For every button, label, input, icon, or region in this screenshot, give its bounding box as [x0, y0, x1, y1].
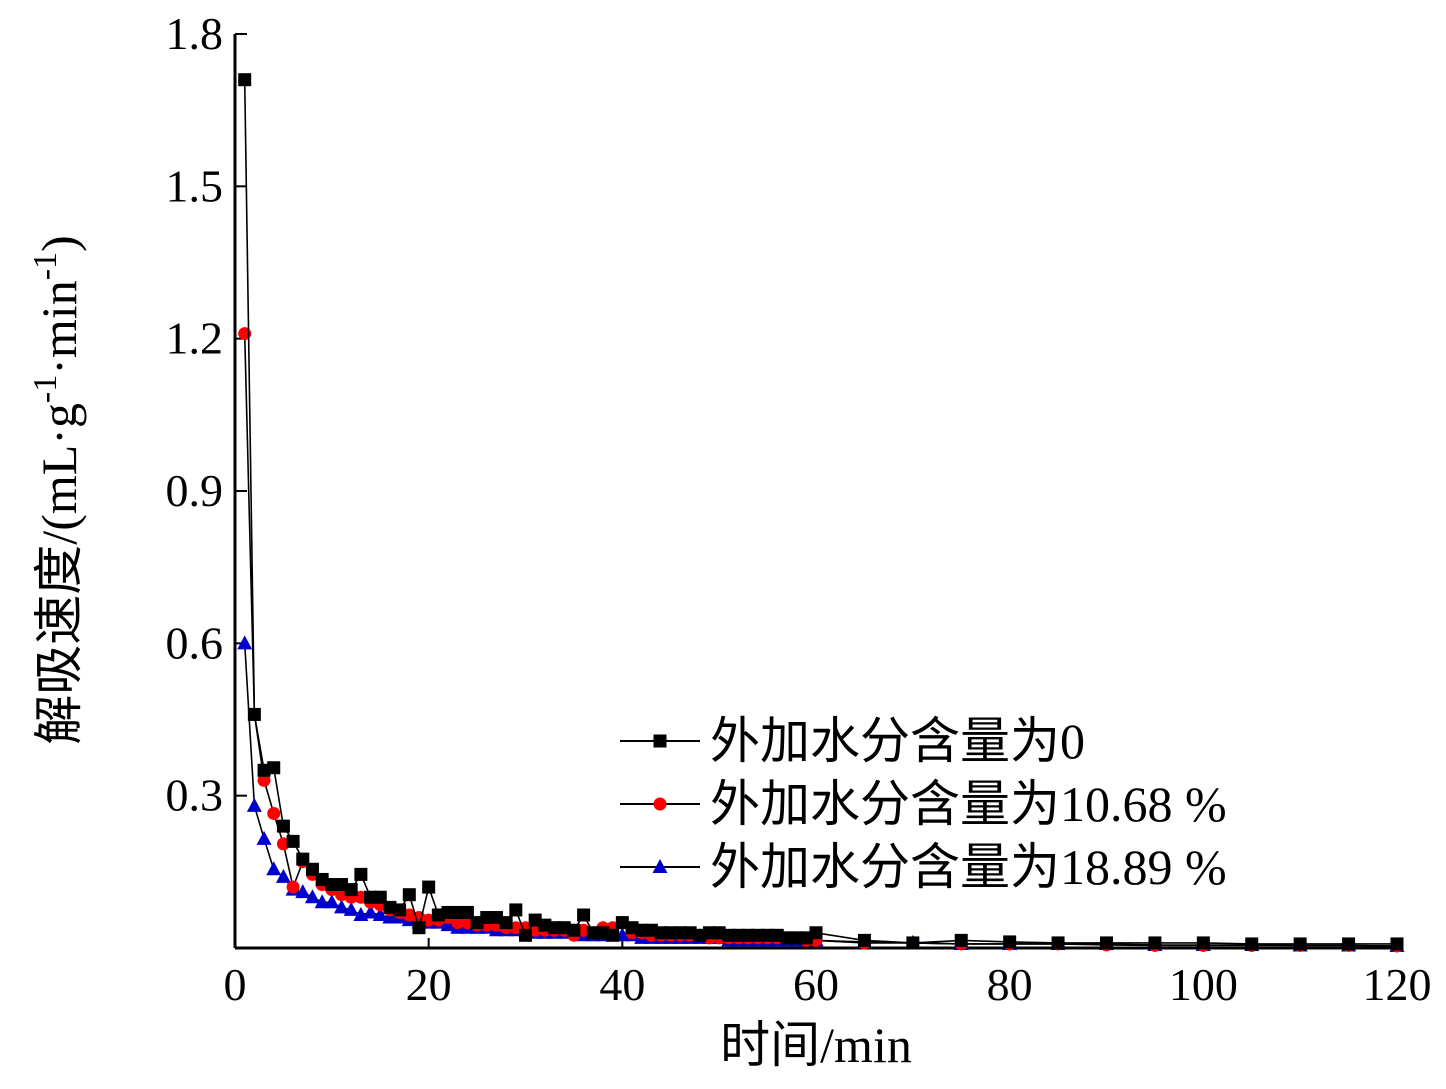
data-point: [509, 903, 523, 917]
legend-marker: [653, 797, 667, 811]
legend-label: 外加水分含量为0: [710, 713, 1085, 769]
data-point: [256, 830, 272, 845]
data-point: [1148, 936, 1162, 950]
y-tick-label: 1.2: [166, 313, 224, 364]
legend-label: 外加水分含量为10.68 %: [710, 776, 1227, 832]
legend-marker: [652, 859, 668, 873]
data-point: [1293, 937, 1307, 951]
data-point: [1196, 936, 1210, 950]
x-tick-label: 0: [224, 959, 247, 1010]
legend: 外加水分含量为0 外加水分含量为10.68 % 外加水分含量为18.89 %: [620, 713, 1227, 895]
data-point: [314, 894, 330, 909]
data-point: [451, 916, 465, 930]
data-point: [1051, 936, 1065, 950]
x-tick-label: 40: [599, 959, 645, 1010]
data-point: [247, 707, 261, 721]
x-tick-label: 20: [406, 959, 452, 1010]
data-point: [577, 908, 591, 922]
y-axis-title: 解吸速度/(mL·g-1·min-1): [27, 235, 87, 744]
data-point: [1003, 935, 1017, 949]
data-point: [1100, 936, 1113, 950]
data-point: [499, 916, 513, 930]
y-axis-title-prefix: 解吸速度/(mL·g: [31, 403, 87, 745]
data-point: [343, 901, 359, 916]
y-axis-title-superscript-2: -1: [27, 252, 64, 280]
data-point: [1245, 937, 1259, 951]
data-point: [382, 909, 398, 924]
data-point: [334, 899, 350, 914]
y-tick-label: 1.8: [166, 8, 224, 59]
legend-marker: [653, 734, 667, 748]
data-point: [412, 921, 426, 935]
data-point: [237, 635, 253, 650]
x-tick-label: 120: [1363, 959, 1432, 1010]
data-point: [267, 761, 281, 775]
data-point: [324, 894, 340, 909]
data-point: [1390, 937, 1404, 951]
data-point: [402, 888, 416, 902]
data-point: [276, 819, 290, 833]
data-point: [954, 933, 968, 947]
data-point: [519, 928, 532, 942]
y-axis-title-suffix: ): [31, 235, 87, 252]
data-point: [266, 861, 282, 876]
data-point: [257, 773, 271, 787]
series-layer: [237, 73, 1405, 953]
y-tick-label: 0.3: [166, 770, 224, 821]
y-axis-title-middle: ·min: [31, 280, 87, 374]
y-tick-label: 1.5: [166, 160, 224, 211]
data-point: [1342, 937, 1356, 951]
data-point: [286, 880, 300, 894]
data-point: [393, 903, 407, 917]
x-tick-label: 100: [1169, 959, 1238, 1010]
data-point: [354, 867, 368, 881]
data-point: [267, 806, 281, 820]
data-point: [304, 889, 320, 904]
data-point: [809, 926, 823, 940]
x-axis-title: 时间/min: [720, 1017, 912, 1073]
data-point: [606, 928, 620, 942]
legend-item: 外加水分含量为18.89 %: [620, 839, 1227, 895]
data-point: [344, 883, 358, 897]
y-tick-label: 0.6: [166, 617, 224, 668]
data-point: [305, 862, 319, 876]
data-point: [906, 936, 920, 950]
data-point: [372, 906, 388, 921]
data-point: [422, 880, 436, 894]
data-point: [373, 890, 387, 904]
data-point: [296, 852, 310, 866]
data-point: [567, 923, 581, 937]
legend-label: 外加水分含量为18.89 %: [710, 839, 1227, 895]
data-point: [460, 905, 474, 919]
ticks: 0 20 40 60 80 100 120 0.3 0.6 0.9 1.2 1.5 1.8: [166, 8, 1432, 1010]
data-point: [440, 917, 456, 932]
x-tick-label: 80: [987, 959, 1033, 1010]
data-point: [275, 868, 291, 883]
data-point: [295, 884, 311, 899]
data-point: [286, 834, 300, 848]
data-point: [363, 904, 379, 919]
legend-item: 外加水分含量为10.68 %: [620, 776, 1227, 832]
series-1: [238, 73, 1404, 951]
x-tick-label: 60: [793, 959, 839, 1010]
y-axis-title-superscript-1: -1: [27, 375, 64, 403]
data-point: [238, 73, 252, 87]
y-tick-label: 0.9: [166, 465, 224, 516]
data-point: [246, 797, 262, 812]
legend-item: 外加水分含量为0: [620, 713, 1085, 769]
data-point: [857, 933, 871, 947]
